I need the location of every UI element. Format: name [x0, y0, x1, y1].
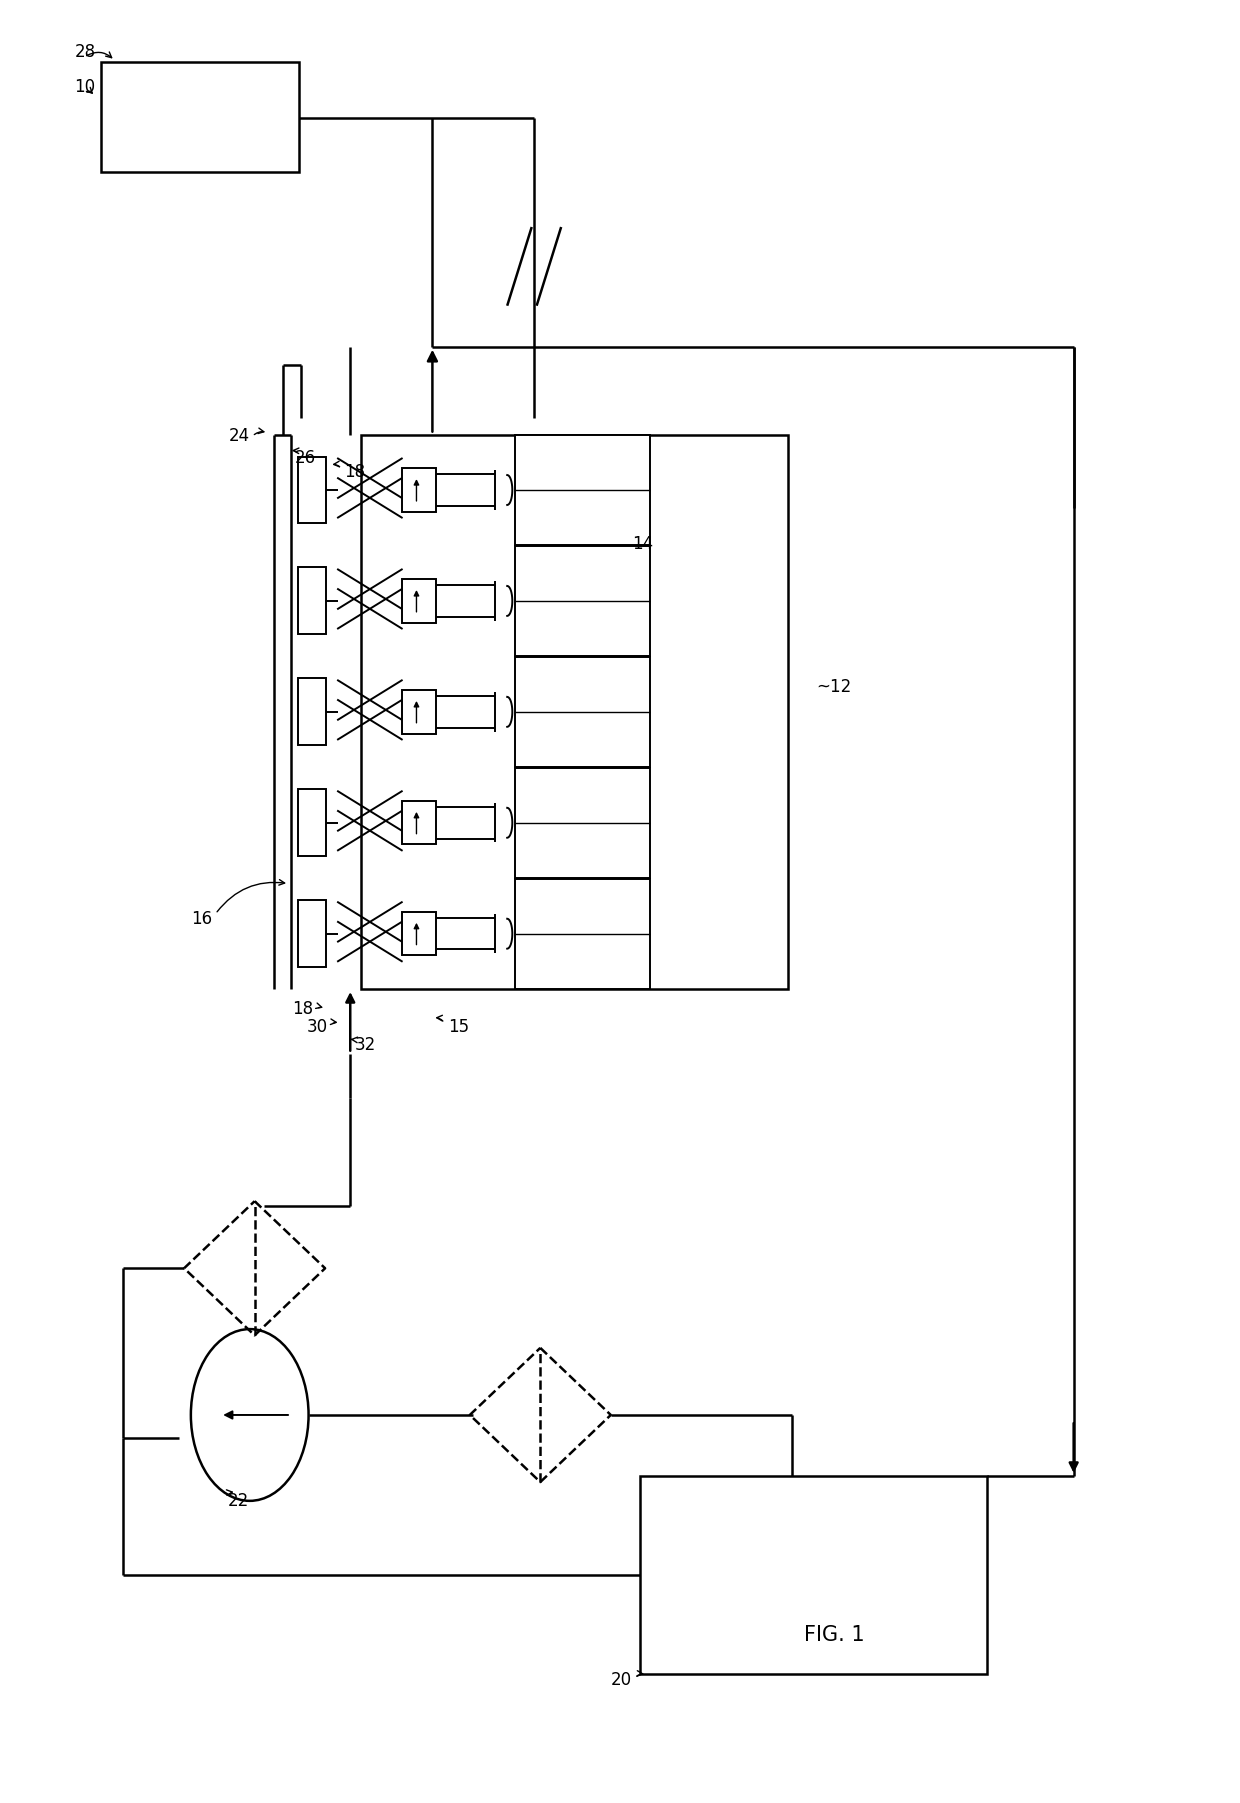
- Text: 20: 20: [611, 1671, 632, 1689]
- Bar: [515, 656, 650, 766]
- Text: 16: 16: [191, 911, 212, 929]
- Text: 28: 28: [74, 43, 95, 61]
- Text: 10: 10: [74, 79, 95, 96]
- Text: ~12: ~12: [816, 678, 852, 696]
- Bar: [515, 878, 650, 988]
- Text: 18: 18: [345, 463, 366, 481]
- Text: 14: 14: [632, 535, 653, 554]
- Bar: [515, 435, 650, 545]
- Text: 26: 26: [295, 449, 316, 467]
- Text: 24: 24: [228, 427, 249, 445]
- Bar: [402, 579, 436, 622]
- Text: 32: 32: [355, 1035, 377, 1053]
- Bar: [298, 456, 326, 523]
- Bar: [402, 801, 436, 844]
- Text: 30: 30: [308, 1017, 329, 1035]
- Bar: [402, 469, 436, 512]
- Bar: [298, 790, 326, 856]
- Bar: [515, 768, 650, 878]
- Text: 15: 15: [449, 1017, 470, 1035]
- Text: 18: 18: [293, 1001, 314, 1019]
- Bar: [298, 678, 326, 745]
- Text: FIG. 1: FIG. 1: [804, 1625, 864, 1644]
- Bar: [640, 1477, 987, 1675]
- Bar: [102, 63, 299, 171]
- Bar: [515, 546, 650, 656]
- Bar: [298, 568, 326, 635]
- Text: 22: 22: [228, 1491, 249, 1509]
- Bar: [402, 691, 436, 734]
- Bar: [298, 900, 326, 966]
- Bar: [361, 435, 787, 990]
- Bar: [402, 912, 436, 956]
